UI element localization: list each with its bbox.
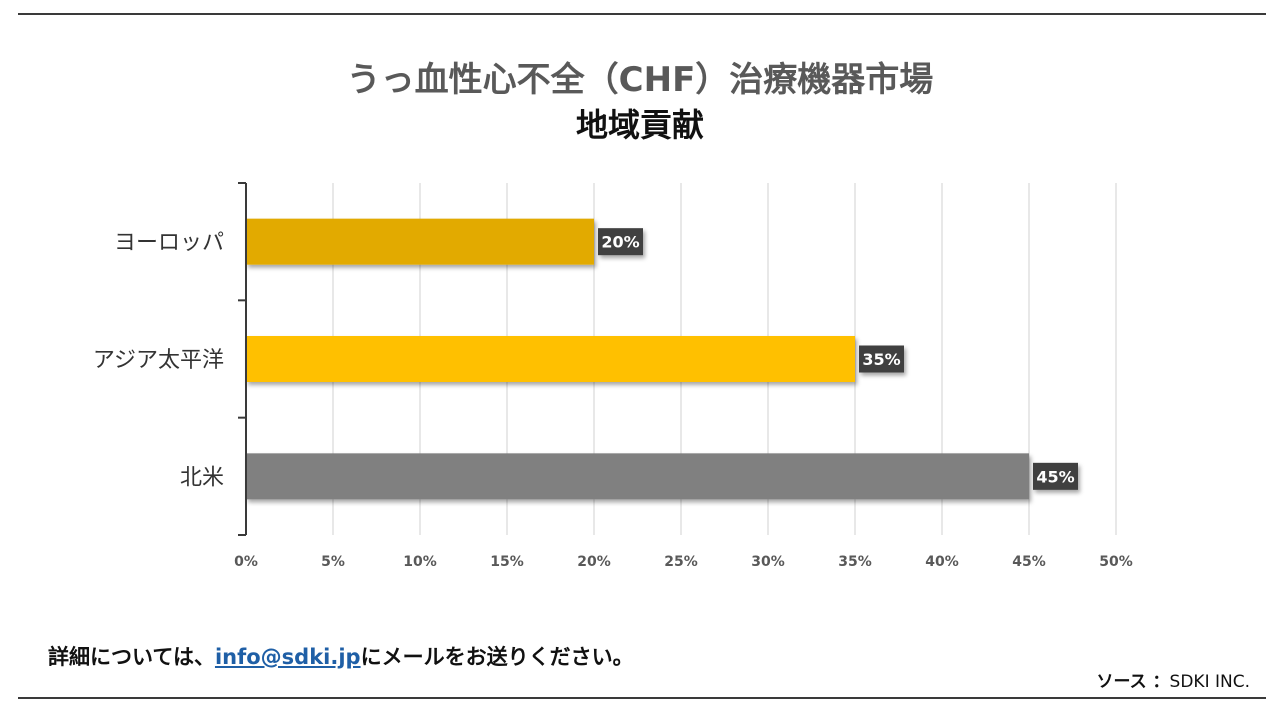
data-label: 20% (601, 233, 639, 252)
source-note: ソース ：SDKI INC. (1096, 667, 1250, 692)
data-label-box (598, 228, 643, 256)
x-tick-label: 50% (1099, 554, 1133, 570)
x-tick-label: 45% (1012, 554, 1046, 570)
data-label-box (1033, 462, 1078, 490)
source-value: SDKI INC. (1169, 672, 1250, 692)
category-label: 北米 (180, 465, 224, 490)
bottom-rule (18, 697, 1266, 699)
data-label-box (859, 345, 904, 373)
labels: 0% 5% 10% 15% 20% 25% 30% 35% 40% 45% 50% ヨーロッパ 20% ア… (93, 228, 1133, 570)
x-tick-label: 25% (664, 554, 698, 570)
chart-subtitle: 地域貢献 (575, 106, 704, 144)
contact-suffix: にメールをお送りください。 (360, 645, 634, 669)
bars (246, 218, 1029, 500)
data-label: 45% (1036, 467, 1074, 486)
x-tick-label: 0% (234, 554, 258, 570)
source-label: ソース ： (1096, 672, 1170, 692)
x-tick-label: 15% (490, 554, 524, 570)
x-tick-label: 5% (321, 554, 345, 570)
axes (238, 182, 247, 536)
bar (246, 336, 855, 382)
chart-title: うっ血性心不全（CHF）治療機器市場 (346, 60, 934, 100)
x-tick-label: 35% (838, 554, 872, 570)
contact-note: 詳細については、info@sdki.jpにメールをお送りください。 (48, 641, 634, 671)
bar (246, 218, 594, 265)
category-label: アジア太平洋 (93, 348, 224, 373)
x-tick-label: 30% (751, 554, 785, 570)
top-rule (18, 13, 1266, 15)
contact-email-link[interactable]: info@sdki.jp (214, 645, 361, 669)
contact-prefix: 詳細については、 (48, 645, 215, 669)
x-tick-label: 20% (577, 554, 611, 570)
x-tick-label: 10% (403, 554, 437, 570)
bar (246, 453, 1029, 500)
category-label: ヨーロッパ (114, 231, 224, 256)
data-label: 35% (862, 350, 900, 369)
x-tick-label: 40% (925, 554, 959, 570)
